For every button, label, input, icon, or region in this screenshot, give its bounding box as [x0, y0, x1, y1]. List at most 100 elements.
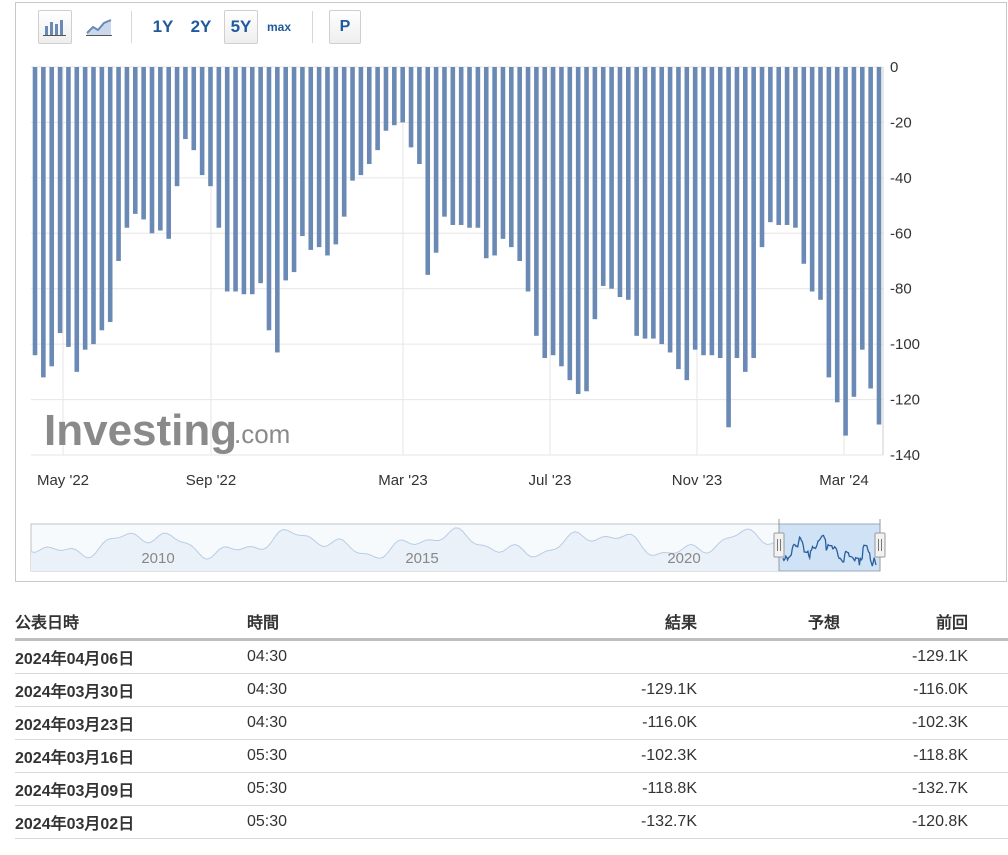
bar[interactable] — [717, 67, 723, 358]
bar[interactable] — [534, 67, 539, 336]
bar[interactable] — [99, 67, 105, 331]
bar[interactable] — [417, 67, 422, 164]
bar[interactable] — [341, 67, 347, 217]
bar[interactable] — [475, 67, 481, 228]
line-chart-button[interactable] — [82, 10, 116, 44]
bar[interactable] — [851, 67, 857, 397]
bar[interactable] — [91, 67, 96, 345]
bar[interactable] — [442, 67, 447, 217]
bar[interactable] — [584, 67, 589, 392]
bar[interactable] — [275, 67, 280, 353]
bar[interactable] — [183, 67, 188, 140]
bar[interactable] — [676, 67, 681, 370]
bar[interactable] — [776, 67, 782, 225]
bar[interactable] — [458, 67, 464, 225]
bar[interactable] — [801, 67, 807, 264]
bar[interactable] — [166, 67, 172, 239]
bar[interactable] — [249, 67, 255, 295]
bar[interactable] — [550, 67, 556, 356]
bar[interactable] — [216, 67, 222, 228]
bar[interactable] — [634, 67, 639, 336]
bar[interactable] — [208, 67, 213, 187]
bar[interactable] — [450, 67, 456, 225]
bar[interactable] — [116, 67, 121, 261]
bar[interactable] — [509, 67, 514, 248]
bar[interactable] — [325, 67, 330, 256]
navigator-handle[interactable] — [874, 532, 886, 558]
bar[interactable] — [158, 67, 163, 231]
bar[interactable] — [358, 67, 364, 176]
bar[interactable] — [467, 67, 472, 228]
bar[interactable] — [793, 67, 798, 228]
bar[interactable] — [425, 67, 431, 275]
bar[interactable] — [667, 67, 673, 353]
bar[interactable] — [107, 67, 113, 322]
bar[interactable] — [692, 67, 698, 350]
bar[interactable] — [626, 67, 631, 300]
bar[interactable] — [517, 67, 522, 261]
bar[interactable] — [559, 67, 564, 367]
bar[interactable] — [859, 67, 865, 350]
bar[interactable] — [333, 67, 339, 245]
p-button[interactable]: P — [329, 10, 361, 44]
bar[interactable] — [132, 67, 138, 214]
bar[interactable] — [66, 67, 71, 347]
bar[interactable] — [57, 67, 63, 334]
bar[interactable] — [392, 67, 397, 126]
bar[interactable] — [784, 67, 790, 225]
bar[interactable] — [433, 67, 439, 253]
bar[interactable] — [41, 67, 46, 378]
bar[interactable] — [199, 67, 205, 176]
bar[interactable] — [600, 67, 606, 286]
bar[interactable] — [868, 67, 873, 389]
bar[interactable] — [149, 67, 155, 234]
bar[interactable] — [283, 67, 288, 281]
bar[interactable] — [684, 67, 690, 381]
bar[interactable] — [876, 67, 882, 425]
bar[interactable] — [375, 67, 380, 151]
bar[interactable] — [809, 67, 815, 292]
bar[interactable] — [659, 67, 665, 345]
bar[interactable] — [49, 67, 55, 367]
bar[interactable] — [266, 67, 272, 331]
bar[interactable] — [818, 67, 823, 300]
bar[interactable] — [592, 67, 598, 320]
bar[interactable] — [300, 67, 305, 237]
range-max-button[interactable]: max — [266, 20, 292, 34]
bar[interactable] — [617, 67, 623, 298]
bar[interactable] — [525, 67, 531, 292]
bar[interactable] — [291, 67, 297, 273]
bar[interactable] — [751, 67, 756, 358]
bar[interactable] — [224, 67, 230, 292]
bar[interactable] — [350, 67, 355, 181]
bar[interactable] — [768, 67, 773, 223]
bar[interactable] — [759, 67, 765, 248]
bar[interactable] — [734, 67, 740, 358]
bar[interactable] — [124, 67, 130, 228]
range-2y-button[interactable]: 2Y — [190, 17, 212, 36]
bar[interactable] — [542, 67, 548, 358]
bar[interactable] — [567, 67, 573, 381]
bar[interactable] — [32, 67, 38, 356]
bar[interactable] — [651, 67, 656, 339]
bar[interactable] — [609, 67, 614, 289]
bar[interactable] — [400, 67, 405, 123]
bar[interactable] — [843, 67, 848, 436]
navigator[interactable]: 2010 2015 2020 — [30, 519, 886, 572]
bar[interactable] — [726, 67, 731, 428]
bar[interactable] — [642, 67, 648, 339]
bar[interactable] — [316, 67, 322, 248]
bar[interactable] — [241, 67, 247, 295]
bar[interactable] — [709, 67, 715, 356]
bar[interactable] — [308, 67, 314, 250]
range-5y-button[interactable]: 5Y — [224, 10, 258, 44]
navigator-handle[interactable] — [773, 532, 785, 558]
bar[interactable] — [500, 67, 506, 239]
bar[interactable] — [141, 67, 146, 220]
bar[interactable] — [174, 67, 180, 187]
bar[interactable] — [191, 67, 197, 151]
bar[interactable] — [483, 67, 489, 259]
bar[interactable] — [74, 67, 80, 372]
bar[interactable] — [742, 67, 748, 372]
bar[interactable] — [826, 67, 832, 378]
